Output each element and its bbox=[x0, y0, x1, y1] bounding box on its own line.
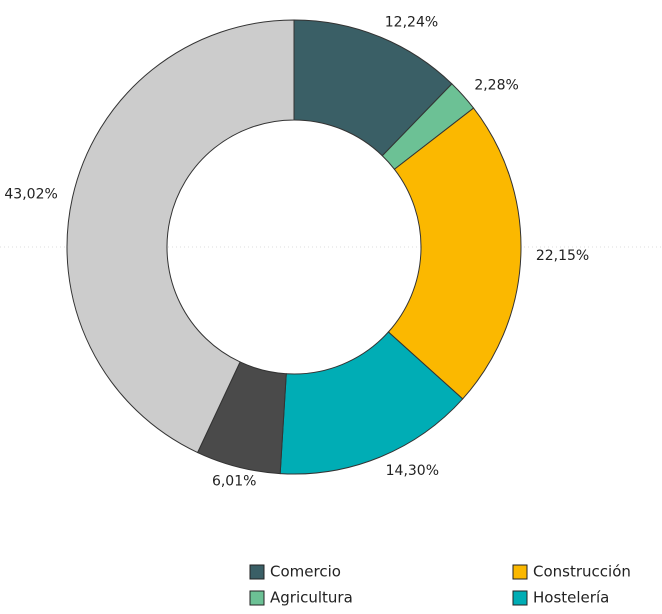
legend-swatch bbox=[512, 590, 528, 606]
legend-label: Construcción bbox=[533, 563, 631, 581]
data-label: 6,01% bbox=[212, 473, 256, 489]
legend-label: Comercio bbox=[270, 563, 341, 581]
legend-label: Agricultura bbox=[270, 589, 353, 607]
data-label: 22,15% bbox=[536, 248, 589, 264]
legend-swatch bbox=[249, 564, 265, 580]
data-label: 2,28% bbox=[474, 78, 518, 94]
donut-slice bbox=[66, 19, 295, 454]
data-label: 14,30% bbox=[386, 463, 439, 479]
legend-swatch bbox=[512, 564, 528, 580]
legend-label: Hostelería bbox=[533, 589, 609, 607]
data-label: 43,02% bbox=[4, 186, 57, 202]
legend-swatch bbox=[249, 590, 265, 606]
data-label: 12,24% bbox=[385, 15, 438, 31]
donut-slice bbox=[387, 107, 522, 400]
